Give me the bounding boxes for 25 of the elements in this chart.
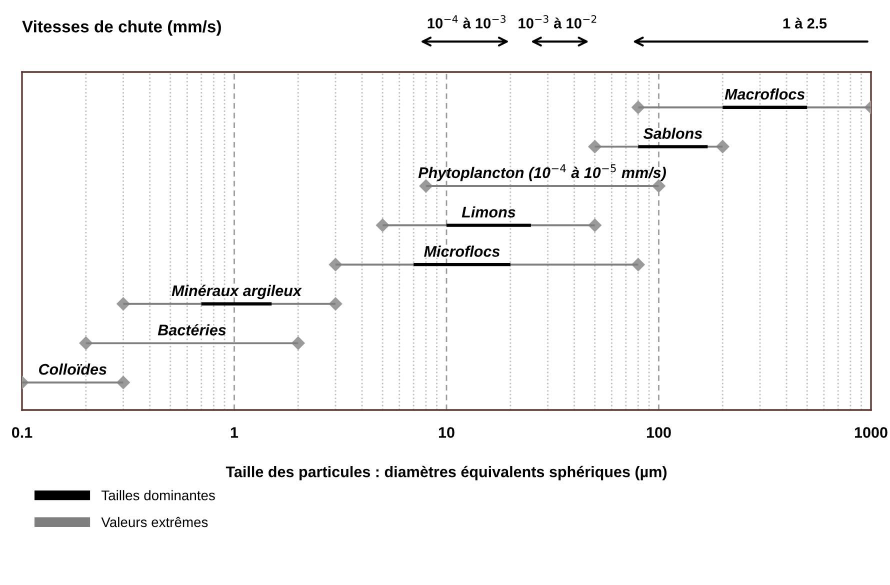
y-tick-label: Phytoplancton (10$^{−4}$ à 10$^{−5}$ mm/s) [418, 164, 666, 182]
x-tick-label: 1000 [854, 427, 888, 438]
bar [446, 224, 531, 227]
x-tick-label: 10 [438, 427, 454, 438]
x-tick-label: 100 [646, 427, 671, 438]
y-tick-label: Macroflocs [724, 88, 805, 100]
legend-label: Valeurs extrêmes [101, 516, 208, 528]
text: 1 à 2.5 [783, 18, 827, 29]
x-axis-title: Taille des particules : diamètres équivalents sphériques (µm) [226, 466, 667, 480]
text: 10$^{−3}$ à 10$^{−2}$ [518, 15, 596, 28]
bar [638, 145, 708, 148]
y-tick-label: Limons [462, 206, 516, 218]
y-tick-label: Microflocs [424, 246, 500, 257]
y-tick-label: Minéraux argileux [172, 284, 302, 300]
bar [201, 302, 272, 306]
y-tick-label: Sablons [643, 128, 702, 139]
bar [414, 263, 510, 266]
legend-label: Tailles dominantes [101, 490, 215, 500]
bar [722, 106, 808, 109]
x-tick-label: 1 [230, 427, 238, 438]
text: 10$^{−4}$ à 10$^{−3}$ [428, 15, 506, 28]
x-tick-label: 0.1 [12, 427, 32, 438]
y-tick-label: Bactéries [158, 324, 226, 336]
chart-title: Vitesses de chute (mm/s) [22, 20, 221, 36]
y-tick-label: Colloïdes [39, 364, 106, 375]
